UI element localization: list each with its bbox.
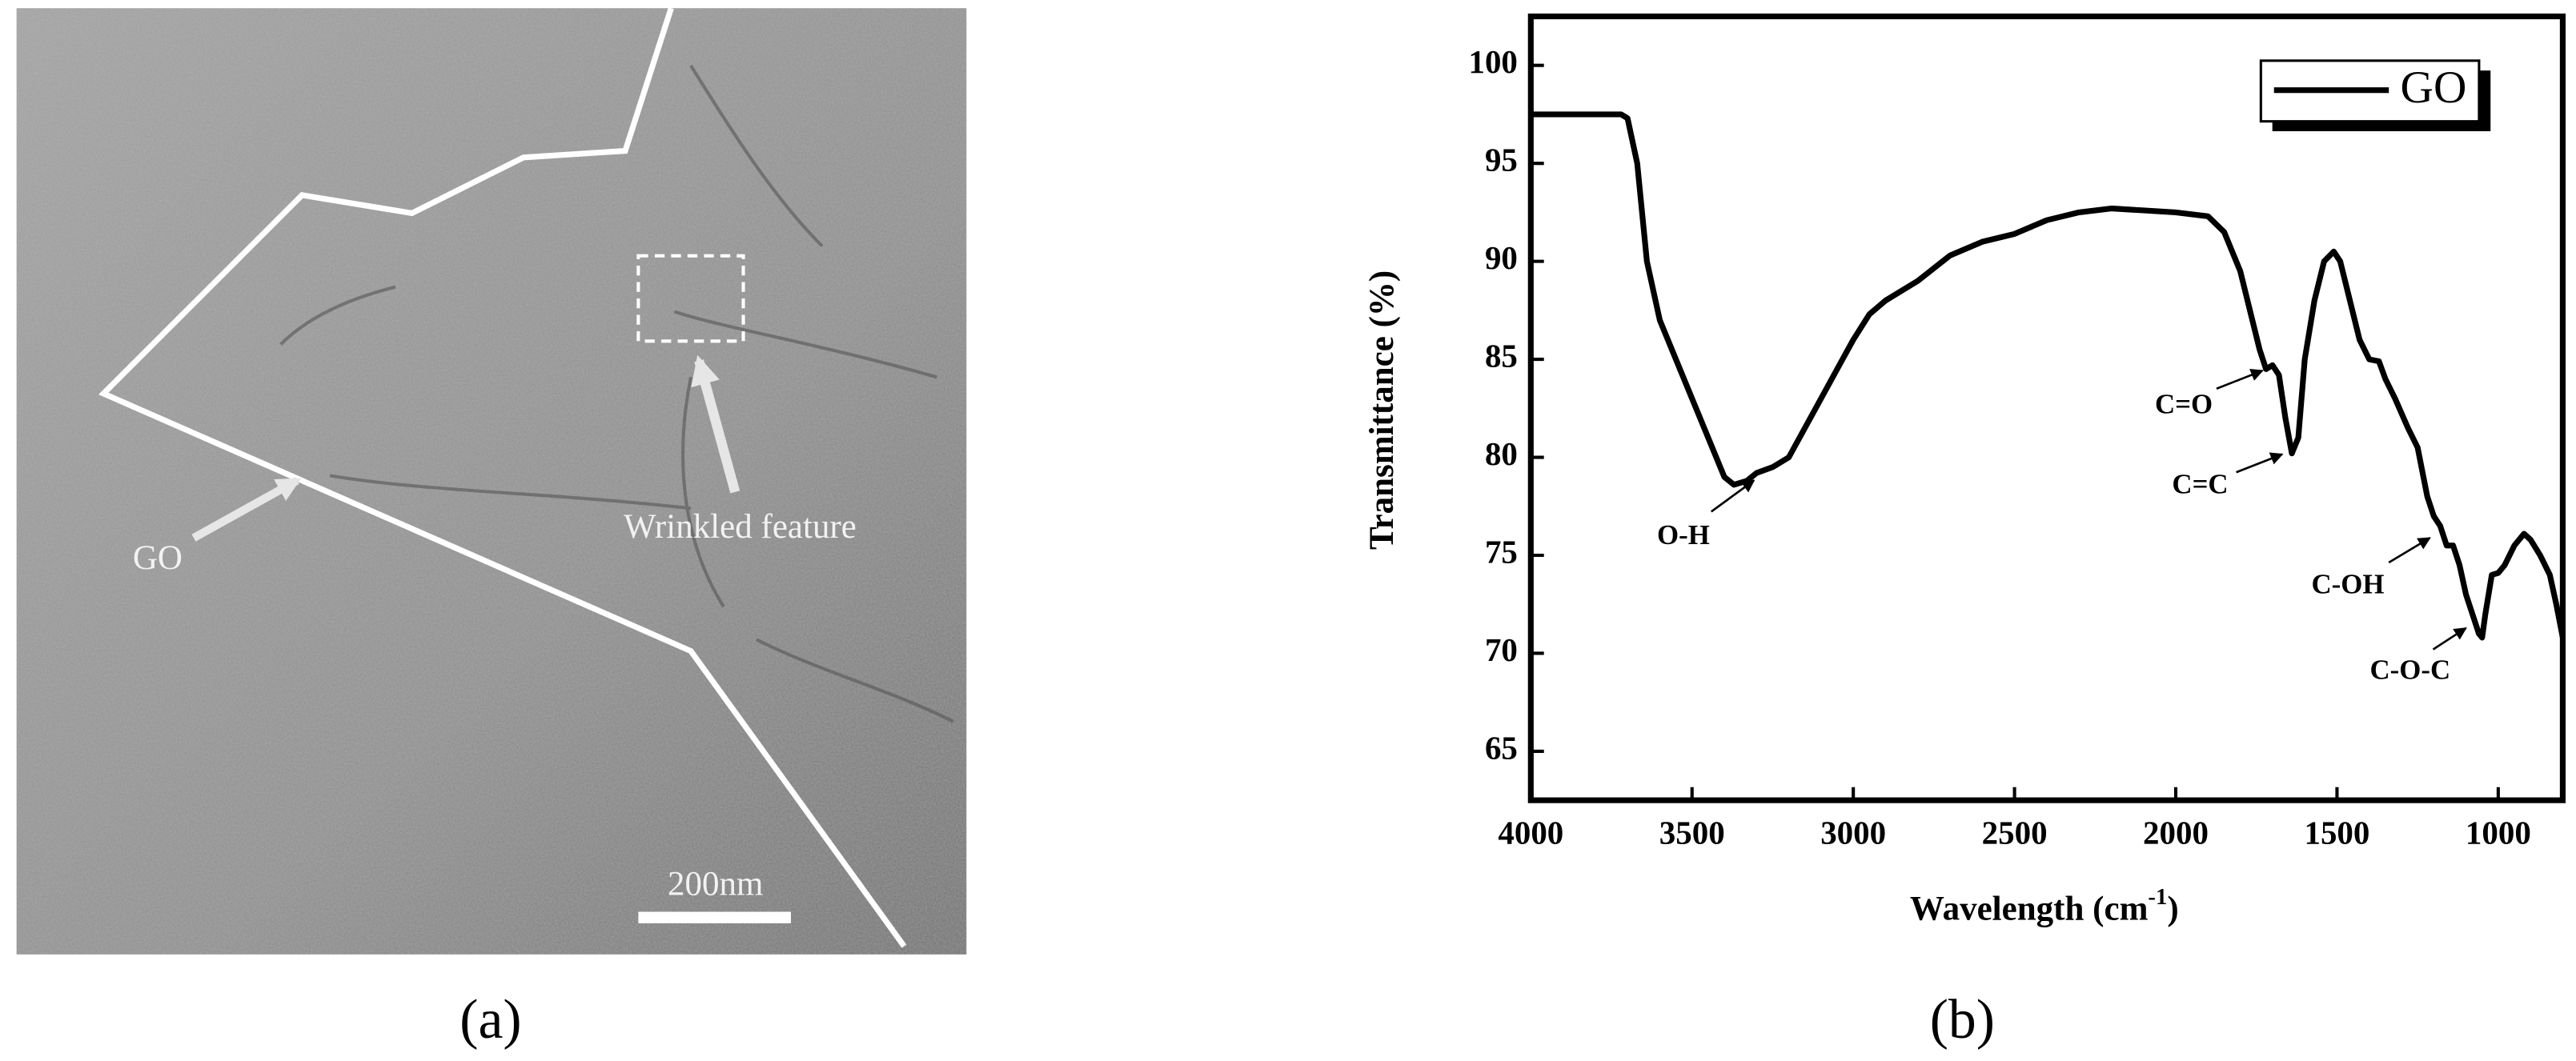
wrinkles	[279, 64, 954, 723]
y-tick-label: 75	[1485, 533, 1518, 570]
micrograph: GO Wrinkled feature 200nm	[16, 7, 967, 955]
arrow	[191, 477, 302, 542]
panel-label: (a)	[459, 989, 521, 1051]
y-tick-label: 80	[1485, 435, 1518, 472]
annotation-arrow	[2236, 452, 2284, 474]
x-tick-label: 2000	[2143, 815, 2209, 851]
x-axis-label-superscript: -1	[2148, 884, 2167, 910]
highlight-box	[636, 254, 745, 343]
annotation: O-H	[1657, 519, 1710, 551]
x-tick-label: 4000	[1498, 815, 1563, 851]
y-tick-label: 90	[1485, 239, 1518, 276]
tem-image	[16, 8, 967, 955]
annotation: Wrinkled feature	[624, 508, 857, 546]
y-tick-label: 70	[1485, 631, 1518, 668]
plot-frame	[1527, 13, 2566, 803]
x-axis-label: Wavelength (cm-1)	[1910, 884, 2179, 928]
y-tick-label: 85	[1485, 337, 1518, 374]
annotation-arrow	[1710, 479, 1755, 513]
scale-bar-label: 200nm	[668, 866, 764, 903]
annotation: C=O	[2155, 388, 2213, 419]
arrow	[691, 354, 740, 494]
annotation-arrow	[2216, 368, 2264, 390]
data-line	[1531, 111, 2566, 641]
annotation: C=C	[2172, 469, 2228, 500]
legend-label: GO	[2401, 62, 2467, 113]
y-tick-label: 95	[1485, 142, 1518, 178]
panel-label: (b)	[1930, 989, 1995, 1051]
x-tick-label: 1500	[2304, 815, 2369, 851]
y-tick-label: 65	[1485, 729, 1518, 766]
y-tick-label: 100	[1468, 43, 1517, 80]
flake-outline	[98, 7, 907, 948]
annotation-arrow	[2388, 537, 2431, 564]
x-tick-label: 1000	[2466, 815, 2531, 851]
annotation: GO	[133, 539, 183, 577]
x-tick-label: 2500	[1982, 815, 2048, 851]
x-tick-label: 3500	[1659, 815, 1725, 851]
annotation-arrow	[2432, 627, 2467, 651]
annotation: C-OH	[2311, 569, 2384, 600]
y-axis-label: Transmittance (%)	[1363, 270, 1401, 550]
x-tick-label: 3000	[1820, 815, 1886, 851]
annotation: C-O-C	[2370, 654, 2451, 685]
x-axis-label-part: Wavelength (cm	[1910, 890, 2149, 927]
scale-bar	[638, 911, 792, 923]
x-axis-label-part: )	[2167, 890, 2178, 927]
